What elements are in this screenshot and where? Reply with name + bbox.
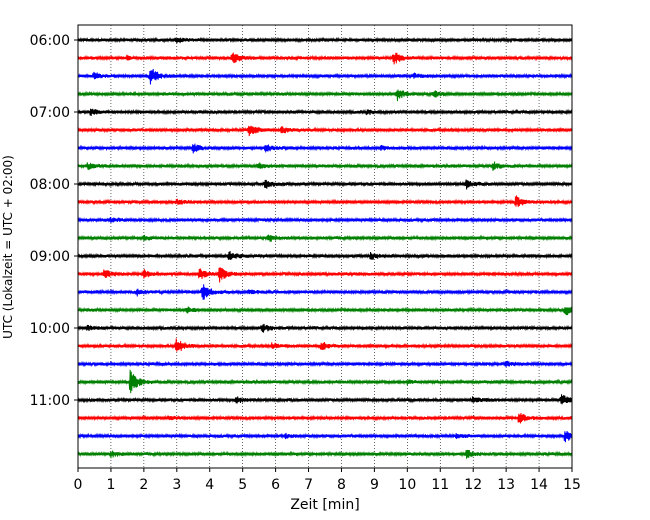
trace-layer (77, 36, 573, 459)
x-tick-label: 4 (205, 477, 214, 493)
x-tick-label: 5 (238, 477, 247, 493)
trace-0600 (77, 36, 573, 44)
x-tick-label: 1 (106, 477, 115, 493)
trace-0630 (77, 68, 573, 85)
trace-1130 (77, 431, 573, 443)
x-tick-label: 7 (304, 477, 313, 493)
y-axis: 06:00 07:00 08:00 09:00 10:00 11:00 (30, 33, 78, 409)
trace-1100 (77, 394, 573, 405)
x-tick-label: 2 (139, 477, 148, 493)
trace-0945 (77, 306, 573, 316)
x-tick-label: 14 (530, 477, 548, 493)
x-axis: 0 1 2 3 4 5 6 7 8 9 10 11 12 13 14 15 (74, 468, 581, 493)
trace-0615 (77, 52, 573, 65)
trace-0800 (77, 179, 573, 190)
y-tick-label: 09:00 (30, 249, 70, 265)
y-tick-label: 10:00 (30, 321, 70, 337)
x-tick-label: 8 (337, 477, 346, 493)
y-axis-label: UTC (Lokalzeit = UTC + 02:00) (1, 155, 15, 339)
trace-1145 (77, 449, 573, 459)
x-tick-label: 0 (74, 477, 83, 493)
y-tick-label: 07:00 (30, 105, 70, 121)
x-axis-label: Zeit [min] (290, 497, 359, 513)
y-tick-label: 08:00 (30, 177, 70, 193)
x-tick-label: 13 (497, 477, 515, 493)
trace-0715 (77, 125, 573, 137)
trace-0845 (77, 234, 573, 242)
trace-1115 (77, 413, 573, 424)
plot-frame (77, 24, 573, 469)
y-tick-label: 06:00 (30, 33, 70, 49)
trace-0900 (77, 250, 573, 260)
x-tick-label: 15 (563, 477, 581, 493)
x-tick-label: 6 (271, 477, 280, 493)
trace-0645 (77, 89, 573, 102)
grid-lines (110, 25, 540, 468)
trace-1000 (77, 323, 573, 333)
y-tick-label: 11:00 (30, 393, 70, 409)
trace-1045 (77, 369, 573, 394)
trace-0930 (77, 284, 573, 300)
trace-1015 (77, 338, 573, 352)
trace-0730 (77, 143, 573, 154)
trace-0700 (77, 108, 573, 116)
trace-1030 (77, 360, 573, 368)
x-tick-label: 11 (431, 477, 449, 493)
trace-0830 (77, 216, 573, 224)
x-tick-label: 10 (398, 477, 416, 493)
trace-0815 (77, 195, 573, 207)
trace-0915 (77, 267, 573, 283)
x-tick-label: 3 (172, 477, 181, 493)
trace-0745 (77, 161, 573, 171)
x-tick-label: 9 (370, 477, 379, 493)
x-tick-label: 12 (464, 477, 482, 493)
